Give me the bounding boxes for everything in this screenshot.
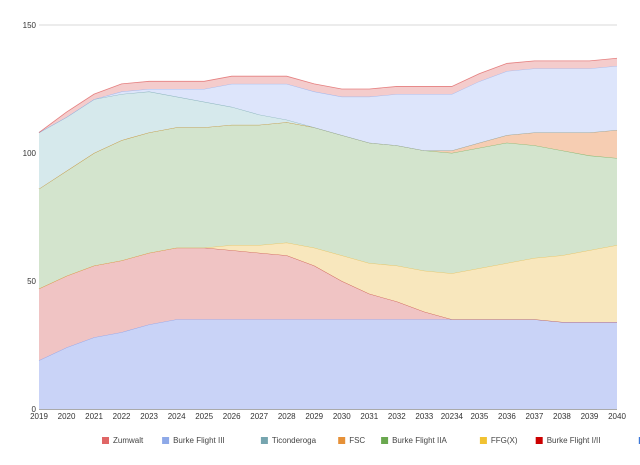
legend-label-fsc: FSC — [349, 436, 365, 445]
line-zumwalt — [38, 57, 618, 133]
x-tick-label: 2021 — [85, 412, 103, 421]
area-zumwalt — [39, 58, 617, 133]
x-tick-label: 2036 — [498, 412, 516, 421]
area-ticonderoga — [39, 91, 617, 189]
area-lcs — [39, 319, 617, 409]
y-tick-label: 100 — [23, 149, 37, 158]
legend-swatch-lcs — [638, 437, 640, 444]
x-tick-label: 2039 — [581, 412, 599, 421]
x-tick-label: 2035 — [470, 412, 488, 421]
x-tick-label: 20234 — [441, 412, 464, 421]
x-tick-label: 2027 — [250, 412, 268, 421]
x-tick-label: 2038 — [553, 412, 571, 421]
axes: 0 50 100 150 2019 2020 2021 2022 2023 2024 2025 202… — [23, 21, 627, 421]
x-tick-label: 2033 — [415, 412, 433, 421]
legend-label-ffg-x-: FFG(X) — [491, 436, 518, 445]
y-tick-label: 0 — [32, 405, 37, 414]
legend-swatch-fsc — [338, 437, 346, 444]
x-tick-label: 2019 — [30, 412, 48, 421]
legend[interactable]: Zumwalt Burke Flight III Ticonderoga FSC Bur… — [102, 436, 640, 445]
area-burke-flight-iia — [39, 122, 617, 289]
x-tick-label: 2026 — [223, 412, 241, 421]
legend-label-burke-flight-iia: Burke Flight IIA — [392, 436, 447, 445]
line-burke-flight-iii — [38, 65, 618, 133]
legend-swatch-ffg-x- — [479, 437, 487, 444]
x-tick-label: 2032 — [388, 412, 406, 421]
x-tick-label: 2040 — [608, 412, 626, 421]
legend-item-lcs[interactable]: LCS — [638, 436, 640, 445]
legend-item-ticonderoga[interactable]: Ticonderoga — [260, 436, 317, 445]
x-tick-label: 2031 — [360, 412, 378, 421]
x-tick-label: 2020 — [58, 412, 76, 421]
area-ffg-x- — [39, 242, 617, 322]
legend-label-burke-flight-i-ii: Burke Flight I/II — [547, 436, 601, 445]
x-tick-label: 2023 — [140, 412, 158, 421]
x-tick-label: 2022 — [113, 412, 131, 421]
area-series-layer — [38, 57, 618, 409]
x-tick-label: 2025 — [195, 412, 213, 421]
x-tick-label: 2030 — [333, 412, 351, 421]
legend-item-zumwalt[interactable]: Zumwalt — [102, 436, 144, 445]
legend-swatch-zumwalt — [102, 437, 109, 444]
legend-item-burke-flight-iii[interactable]: Burke Flight III — [162, 436, 225, 445]
legend-item-burke-flight-iia[interactable]: Burke Flight IIA — [381, 436, 447, 445]
legend-swatch-burke-flight-iia — [381, 437, 389, 444]
y-tick-label: 150 — [23, 21, 37, 30]
x-tick-label: 2037 — [526, 412, 544, 421]
x-tick-label: 2028 — [278, 412, 296, 421]
legend-label-zumwalt: Zumwalt — [113, 436, 144, 445]
y-tick-label: 50 — [27, 277, 36, 286]
legend-label-burke-flight-iii: Burke Flight III — [173, 436, 225, 445]
legend-item-ffg-x-[interactable]: FFG(X) — [479, 436, 518, 445]
legend-item-fsc[interactable]: FSC — [338, 436, 365, 445]
legend-swatch-burke-flight-i-ii — [535, 437, 543, 444]
legend-label-ticonderoga: Ticonderoga — [272, 436, 317, 445]
area-burke-flight-iii — [39, 65, 617, 151]
legend-item-burke-flight-i-ii[interactable]: Burke Flight I/II — [535, 436, 601, 445]
legend-swatch-ticonderoga — [260, 437, 268, 444]
area-burke-flight-i-ii — [39, 247, 617, 361]
legend-swatch-burke-flight-iii — [162, 437, 170, 444]
x-tick-label: 2024 — [168, 412, 186, 421]
x-tick-label: 2029 — [305, 412, 323, 421]
